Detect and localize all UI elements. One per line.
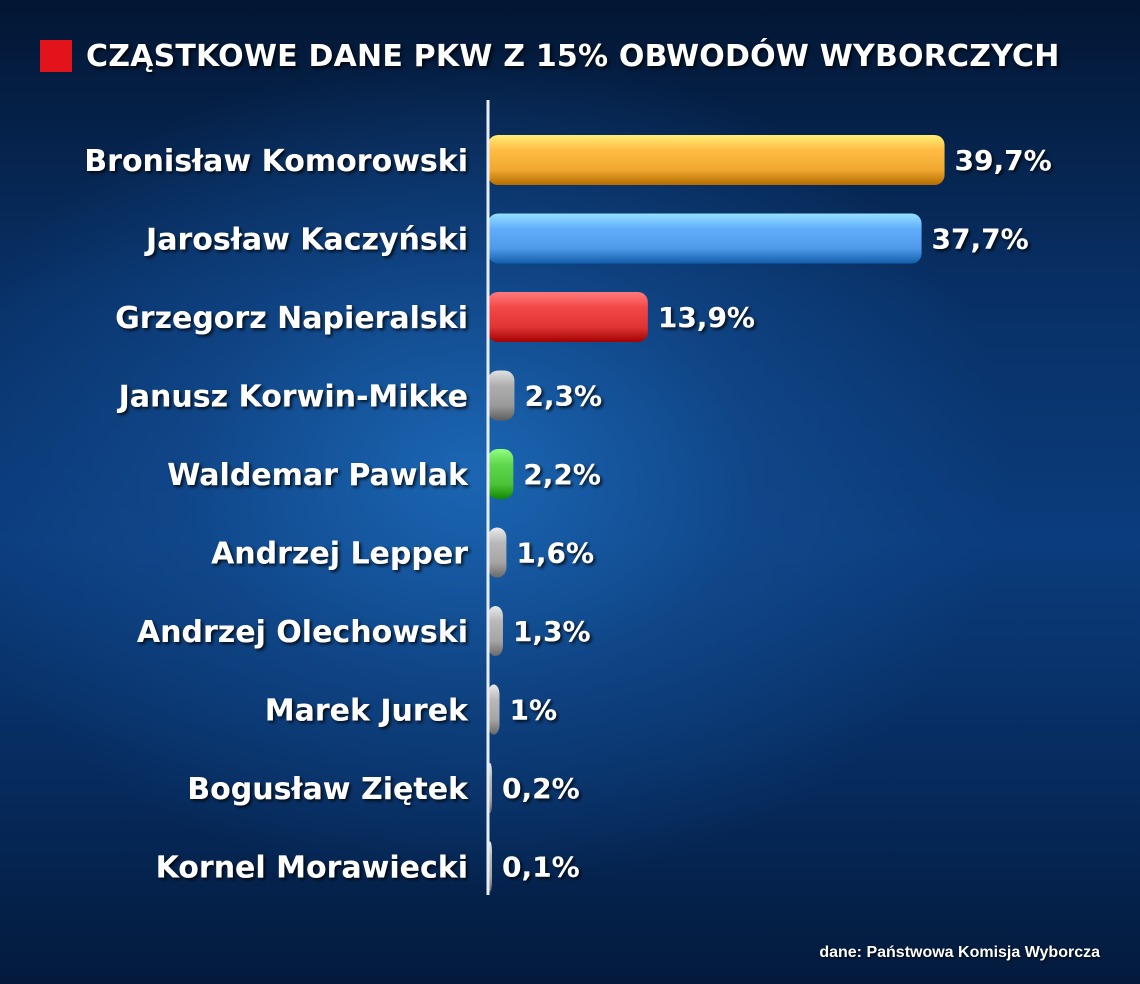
category-label: Kornel Morawiecki (156, 851, 468, 886)
bar (488, 606, 503, 656)
category-label: Bronisław Komorowski (84, 144, 468, 179)
value-label: 2,3% (524, 380, 602, 413)
category-label: Bogusław Ziętek (187, 772, 469, 807)
bar (488, 527, 507, 578)
category-label: Marek Jurek (265, 694, 469, 729)
value-label: 2,2% (523, 458, 601, 491)
value-label: 39,7% (955, 144, 1052, 177)
bar (488, 292, 648, 342)
value-label: 0,2% (502, 772, 580, 805)
bar (488, 135, 945, 185)
value-label: 13,9% (658, 301, 755, 334)
category-label: Waldemar Pawlak (167, 458, 469, 493)
value-label: 0,1% (502, 851, 580, 884)
category-label: Andrzej Lepper (211, 537, 468, 572)
bar (488, 449, 514, 499)
value-label: 37,7% (932, 223, 1029, 256)
category-label: Andrzej Olechowski (137, 615, 468, 650)
category-label: Jarosław Kaczyński (144, 223, 468, 258)
bar (488, 684, 500, 735)
chart-header: CZĄSTKOWE DANE PKW Z 15% OBWODÓW WYBORCZ… (40, 34, 1060, 78)
category-label: Janusz Korwin-Mikke (117, 380, 468, 415)
title-marker (40, 40, 72, 72)
chart-title: CZĄSTKOWE DANE PKW Z 15% OBWODÓW WYBORCZ… (86, 38, 1060, 74)
value-label: 1,3% (513, 615, 591, 648)
bar (488, 213, 922, 264)
source-note: dane: Państwowa Komisja Wyborcza (819, 944, 1100, 961)
bar (488, 370, 515, 421)
value-label: 1,6% (516, 537, 594, 570)
value-label: 1% (510, 694, 558, 727)
category-label: Grzegorz Napieralski (115, 301, 468, 336)
